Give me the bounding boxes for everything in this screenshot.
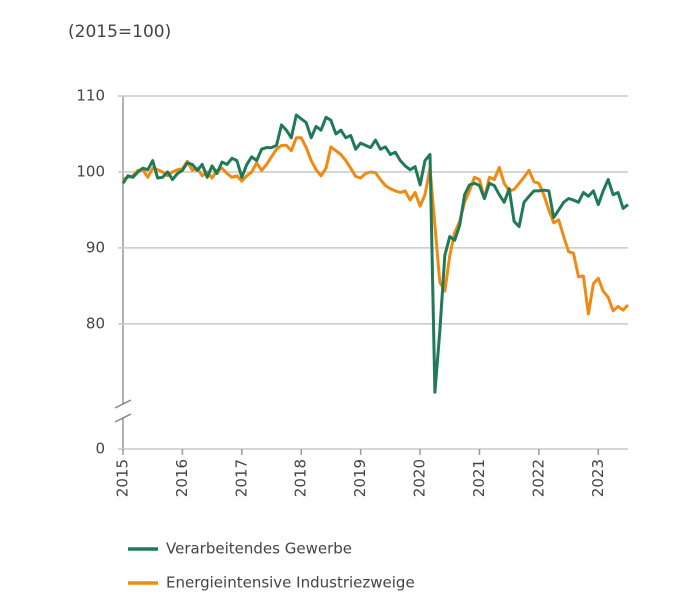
axis-break [114, 399, 132, 409]
x-tick-label: 2016 [173, 459, 191, 497]
legend-label: Energieintensive Industriezweige [166, 574, 415, 592]
y-tick-label: 100 [76, 162, 105, 180]
x-tick-label: 2019 [351, 459, 369, 497]
y-tick-label: 90 [86, 238, 105, 256]
series-line [122, 136, 630, 316]
x-tick-label: 2018 [292, 459, 310, 497]
y-tick-label: 110 [76, 87, 105, 105]
x-tick-label: 2017 [232, 459, 250, 497]
y-tick-label: 80 [86, 314, 105, 332]
y-tick-label: 0 [95, 440, 105, 458]
x-tick-label: 2023 [589, 459, 607, 497]
series-line [121, 113, 629, 394]
chart-title: (2015=100) [68, 22, 171, 42]
x-tick-label: 2022 [529, 459, 547, 497]
x-tick-label: 2020 [411, 459, 429, 497]
legend-label: Verarbeitendes Gewerbe [166, 540, 352, 558]
axis-break [114, 413, 132, 423]
x-tick-label: 2015 [114, 459, 132, 497]
x-tick-label: 2021 [470, 459, 488, 497]
